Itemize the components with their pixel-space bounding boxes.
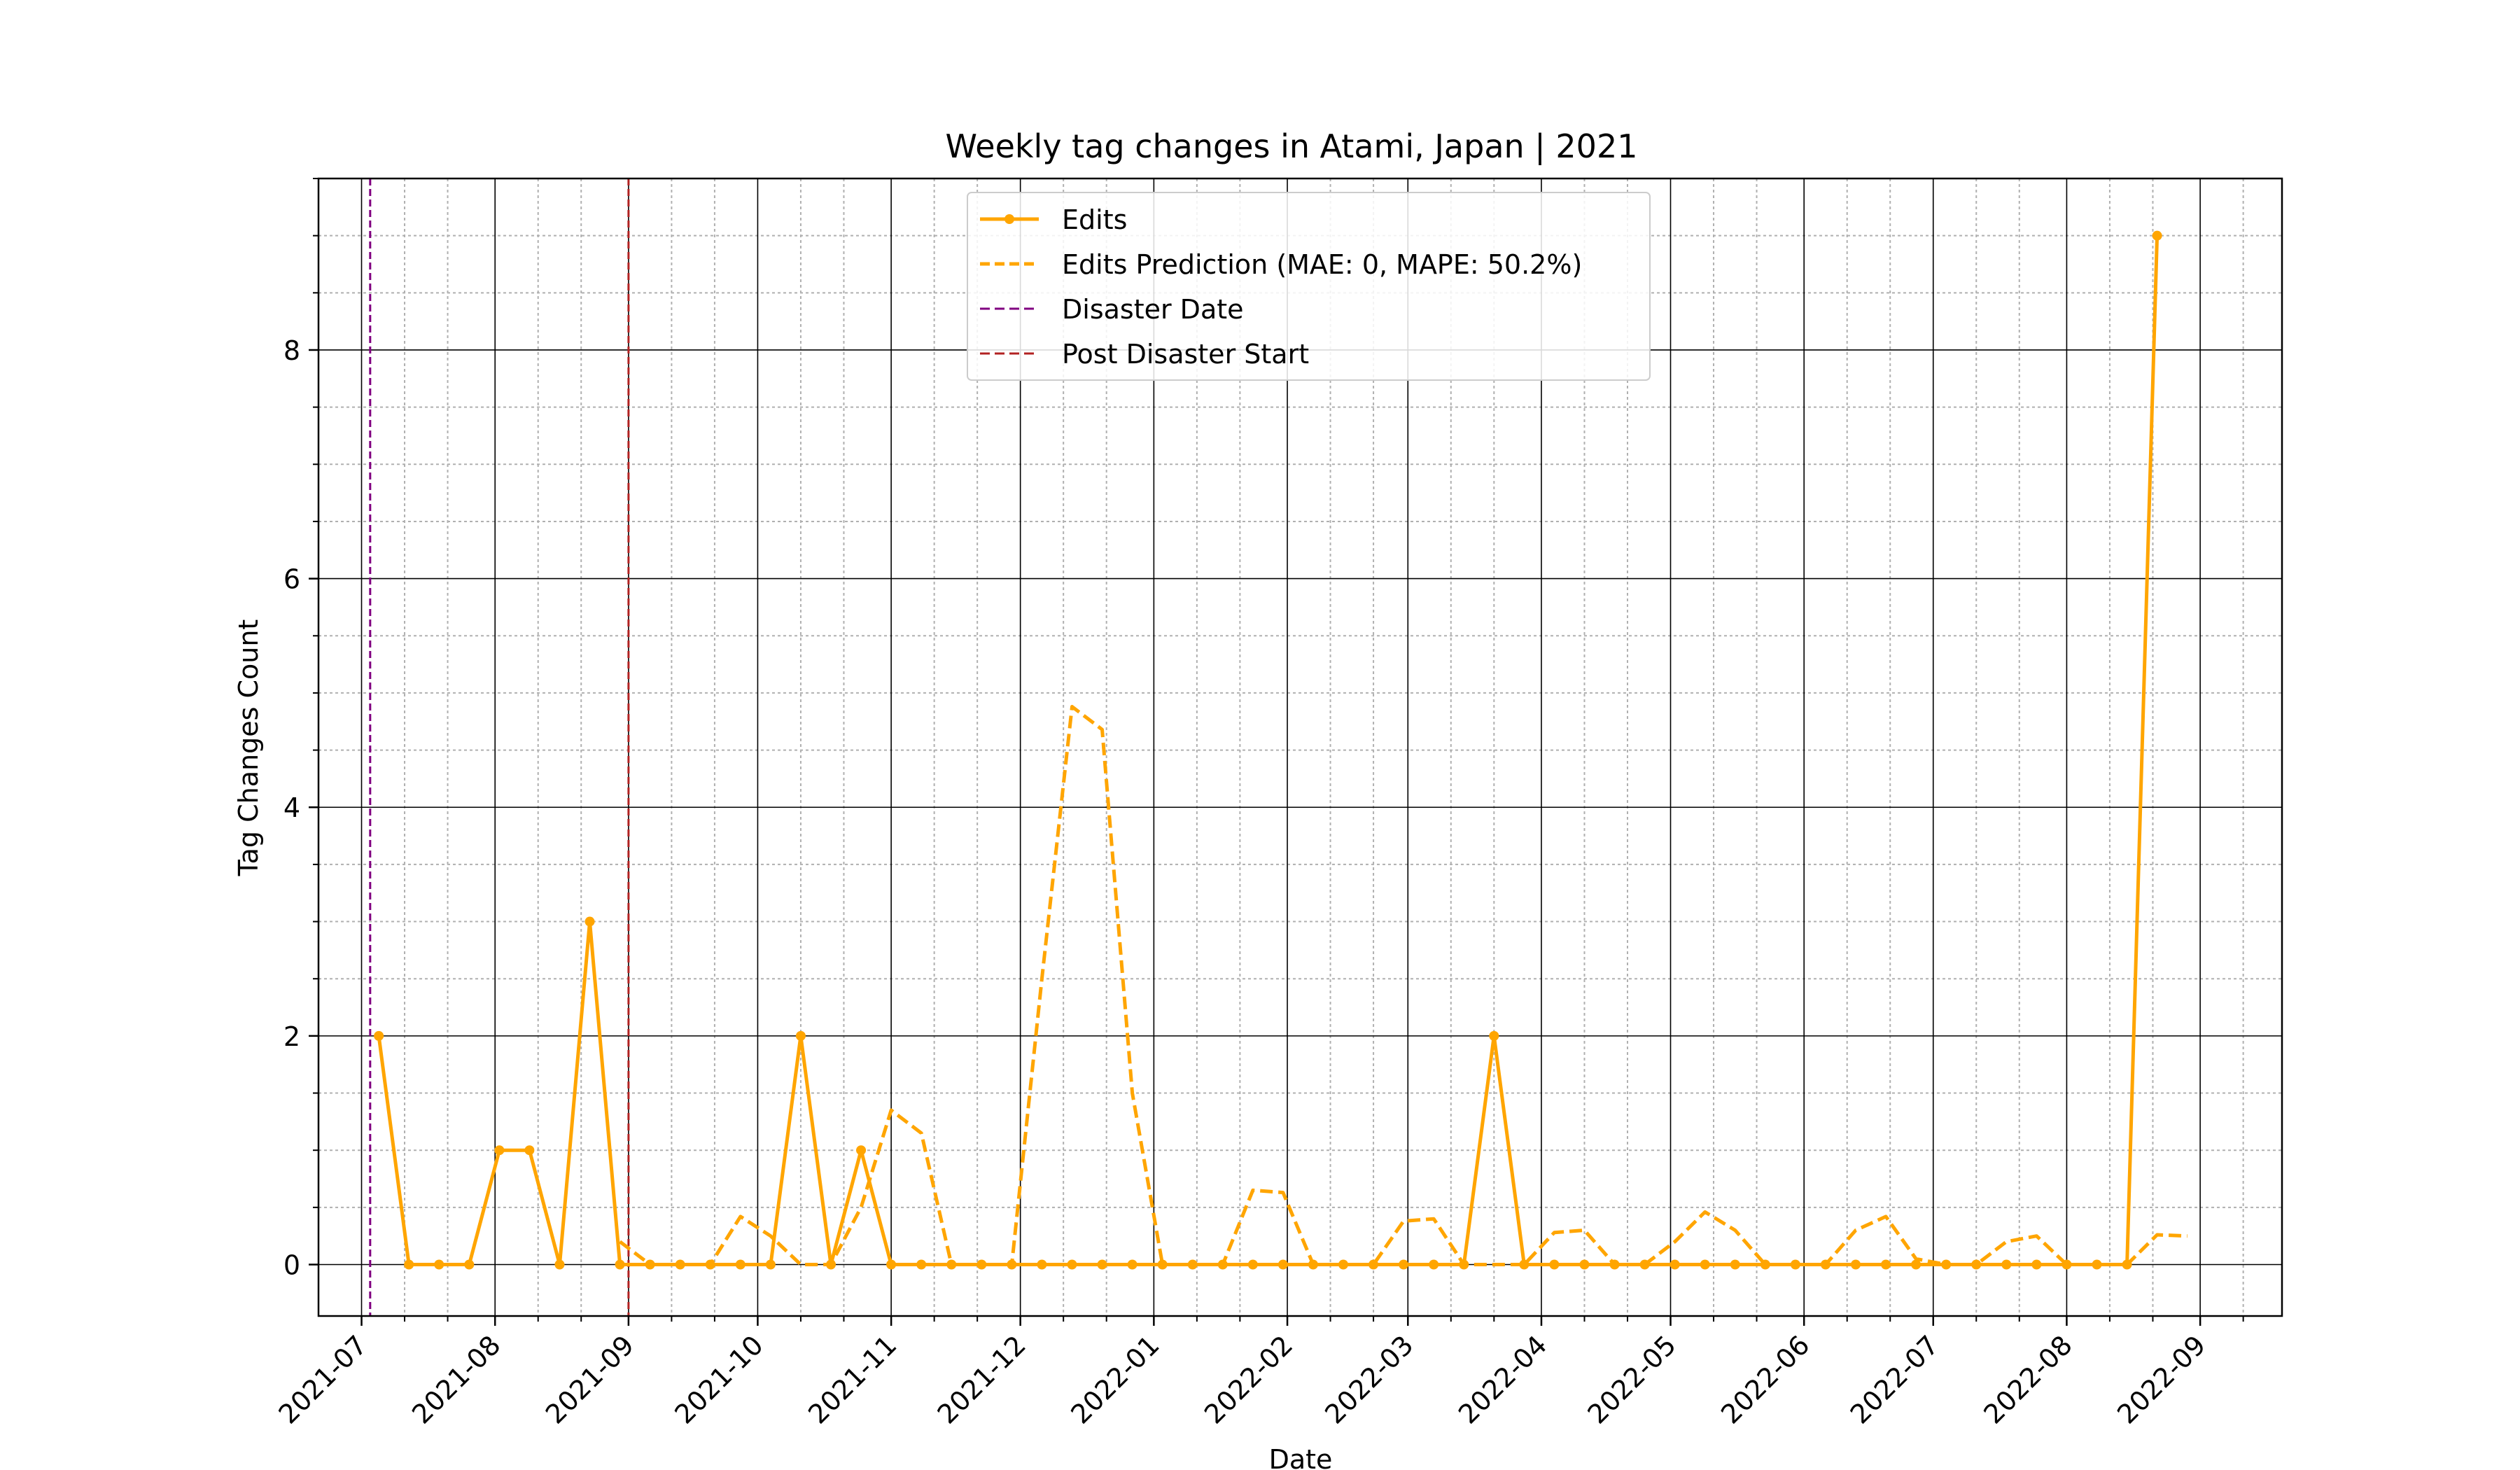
data-point <box>1820 1259 1830 1270</box>
data-point <box>1459 1259 1469 1270</box>
data-point <box>705 1259 715 1270</box>
data-point <box>1217 1259 1228 1270</box>
data-point <box>886 1259 897 1270</box>
chart-title: Weekly tag changes in Atami, Japan | 202… <box>946 127 1638 166</box>
legend-label: Edits Prediction (MAE: 0, MAPE: 50.2%) <box>1062 249 1582 280</box>
data-point <box>675 1259 685 1270</box>
data-point <box>1127 1259 1138 1270</box>
y-tick-label: 4 <box>284 792 300 823</box>
data-point <box>1851 1259 1861 1270</box>
legend-box <box>967 192 1651 381</box>
data-point <box>374 1030 384 1041</box>
data-point <box>1519 1259 1530 1270</box>
data-point <box>2092 1259 2102 1270</box>
legend-label: Edits <box>1062 204 1127 235</box>
data-point <box>1278 1259 1288 1270</box>
data-point <box>1971 1259 1982 1270</box>
data-point <box>1007 1259 1017 1270</box>
data-point <box>826 1259 836 1270</box>
data-point <box>615 1259 625 1270</box>
data-point <box>464 1259 475 1270</box>
data-point <box>1911 1259 1921 1270</box>
data-point <box>2001 1259 2012 1270</box>
data-point <box>494 1145 505 1156</box>
y-tick-label: 6 <box>284 564 300 595</box>
data-point <box>1790 1259 1800 1270</box>
legend-marker <box>1004 214 1014 224</box>
legend-label: Post Disaster Start <box>1062 339 1309 370</box>
legend-label: Disaster Date <box>1062 294 1244 325</box>
data-point <box>1368 1259 1379 1270</box>
data-point <box>1247 1259 1258 1270</box>
data-point <box>1429 1259 1439 1270</box>
y-axis: 0 2 4 6 8 <box>284 178 318 1281</box>
data-point <box>1760 1259 1770 1270</box>
data-point <box>1187 1259 1198 1270</box>
data-point <box>1609 1259 1620 1270</box>
data-point <box>584 916 595 927</box>
data-point <box>1881 1259 1891 1270</box>
y-tick-label: 0 <box>284 1250 300 1281</box>
data-point <box>1670 1259 1680 1270</box>
event-lines <box>369 178 630 1316</box>
data-point <box>2122 1259 2132 1270</box>
data-point <box>1067 1259 1077 1270</box>
data-point <box>1579 1259 1590 1270</box>
data-point <box>554 1259 565 1270</box>
data-point <box>1399 1259 1409 1270</box>
data-point <box>976 1259 987 1270</box>
x-axis-label: Date <box>1269 1444 1333 1470</box>
data-point <box>735 1259 746 1270</box>
data-point <box>1941 1259 1952 1270</box>
data-point <box>856 1145 867 1156</box>
data-point <box>524 1145 535 1156</box>
data-point <box>1157 1259 1168 1270</box>
series-layer <box>374 230 2188 1270</box>
data-point <box>1308 1259 1318 1270</box>
data-point <box>1730 1259 1740 1270</box>
data-point <box>645 1259 655 1270</box>
y-tick-label: 2 <box>284 1021 300 1052</box>
y-tick-label: 8 <box>284 335 300 366</box>
data-point <box>404 1259 414 1270</box>
data-point <box>2031 1259 2042 1270</box>
data-point <box>434 1259 444 1270</box>
edits-line <box>377 235 2160 1266</box>
data-point <box>2152 230 2162 241</box>
data-point <box>1338 1259 1349 1270</box>
data-point <box>765 1259 776 1270</box>
data-point <box>916 1259 927 1270</box>
plot-frame <box>317 177 2283 1317</box>
data-point <box>795 1030 806 1041</box>
data-point <box>1700 1259 1710 1270</box>
data-point <box>1549 1259 1560 1270</box>
data-point <box>2062 1259 2072 1270</box>
y-axis-label: Tag Changes Count <box>233 620 264 877</box>
data-point <box>1037 1259 1047 1270</box>
data-point <box>1489 1030 1499 1041</box>
legend: Edits Edits Prediction (MAE: 0, MAPE: 50.… <box>967 192 1651 381</box>
data-point <box>946 1259 957 1270</box>
data-point <box>1097 1259 1107 1270</box>
data-point <box>1639 1259 1650 1270</box>
